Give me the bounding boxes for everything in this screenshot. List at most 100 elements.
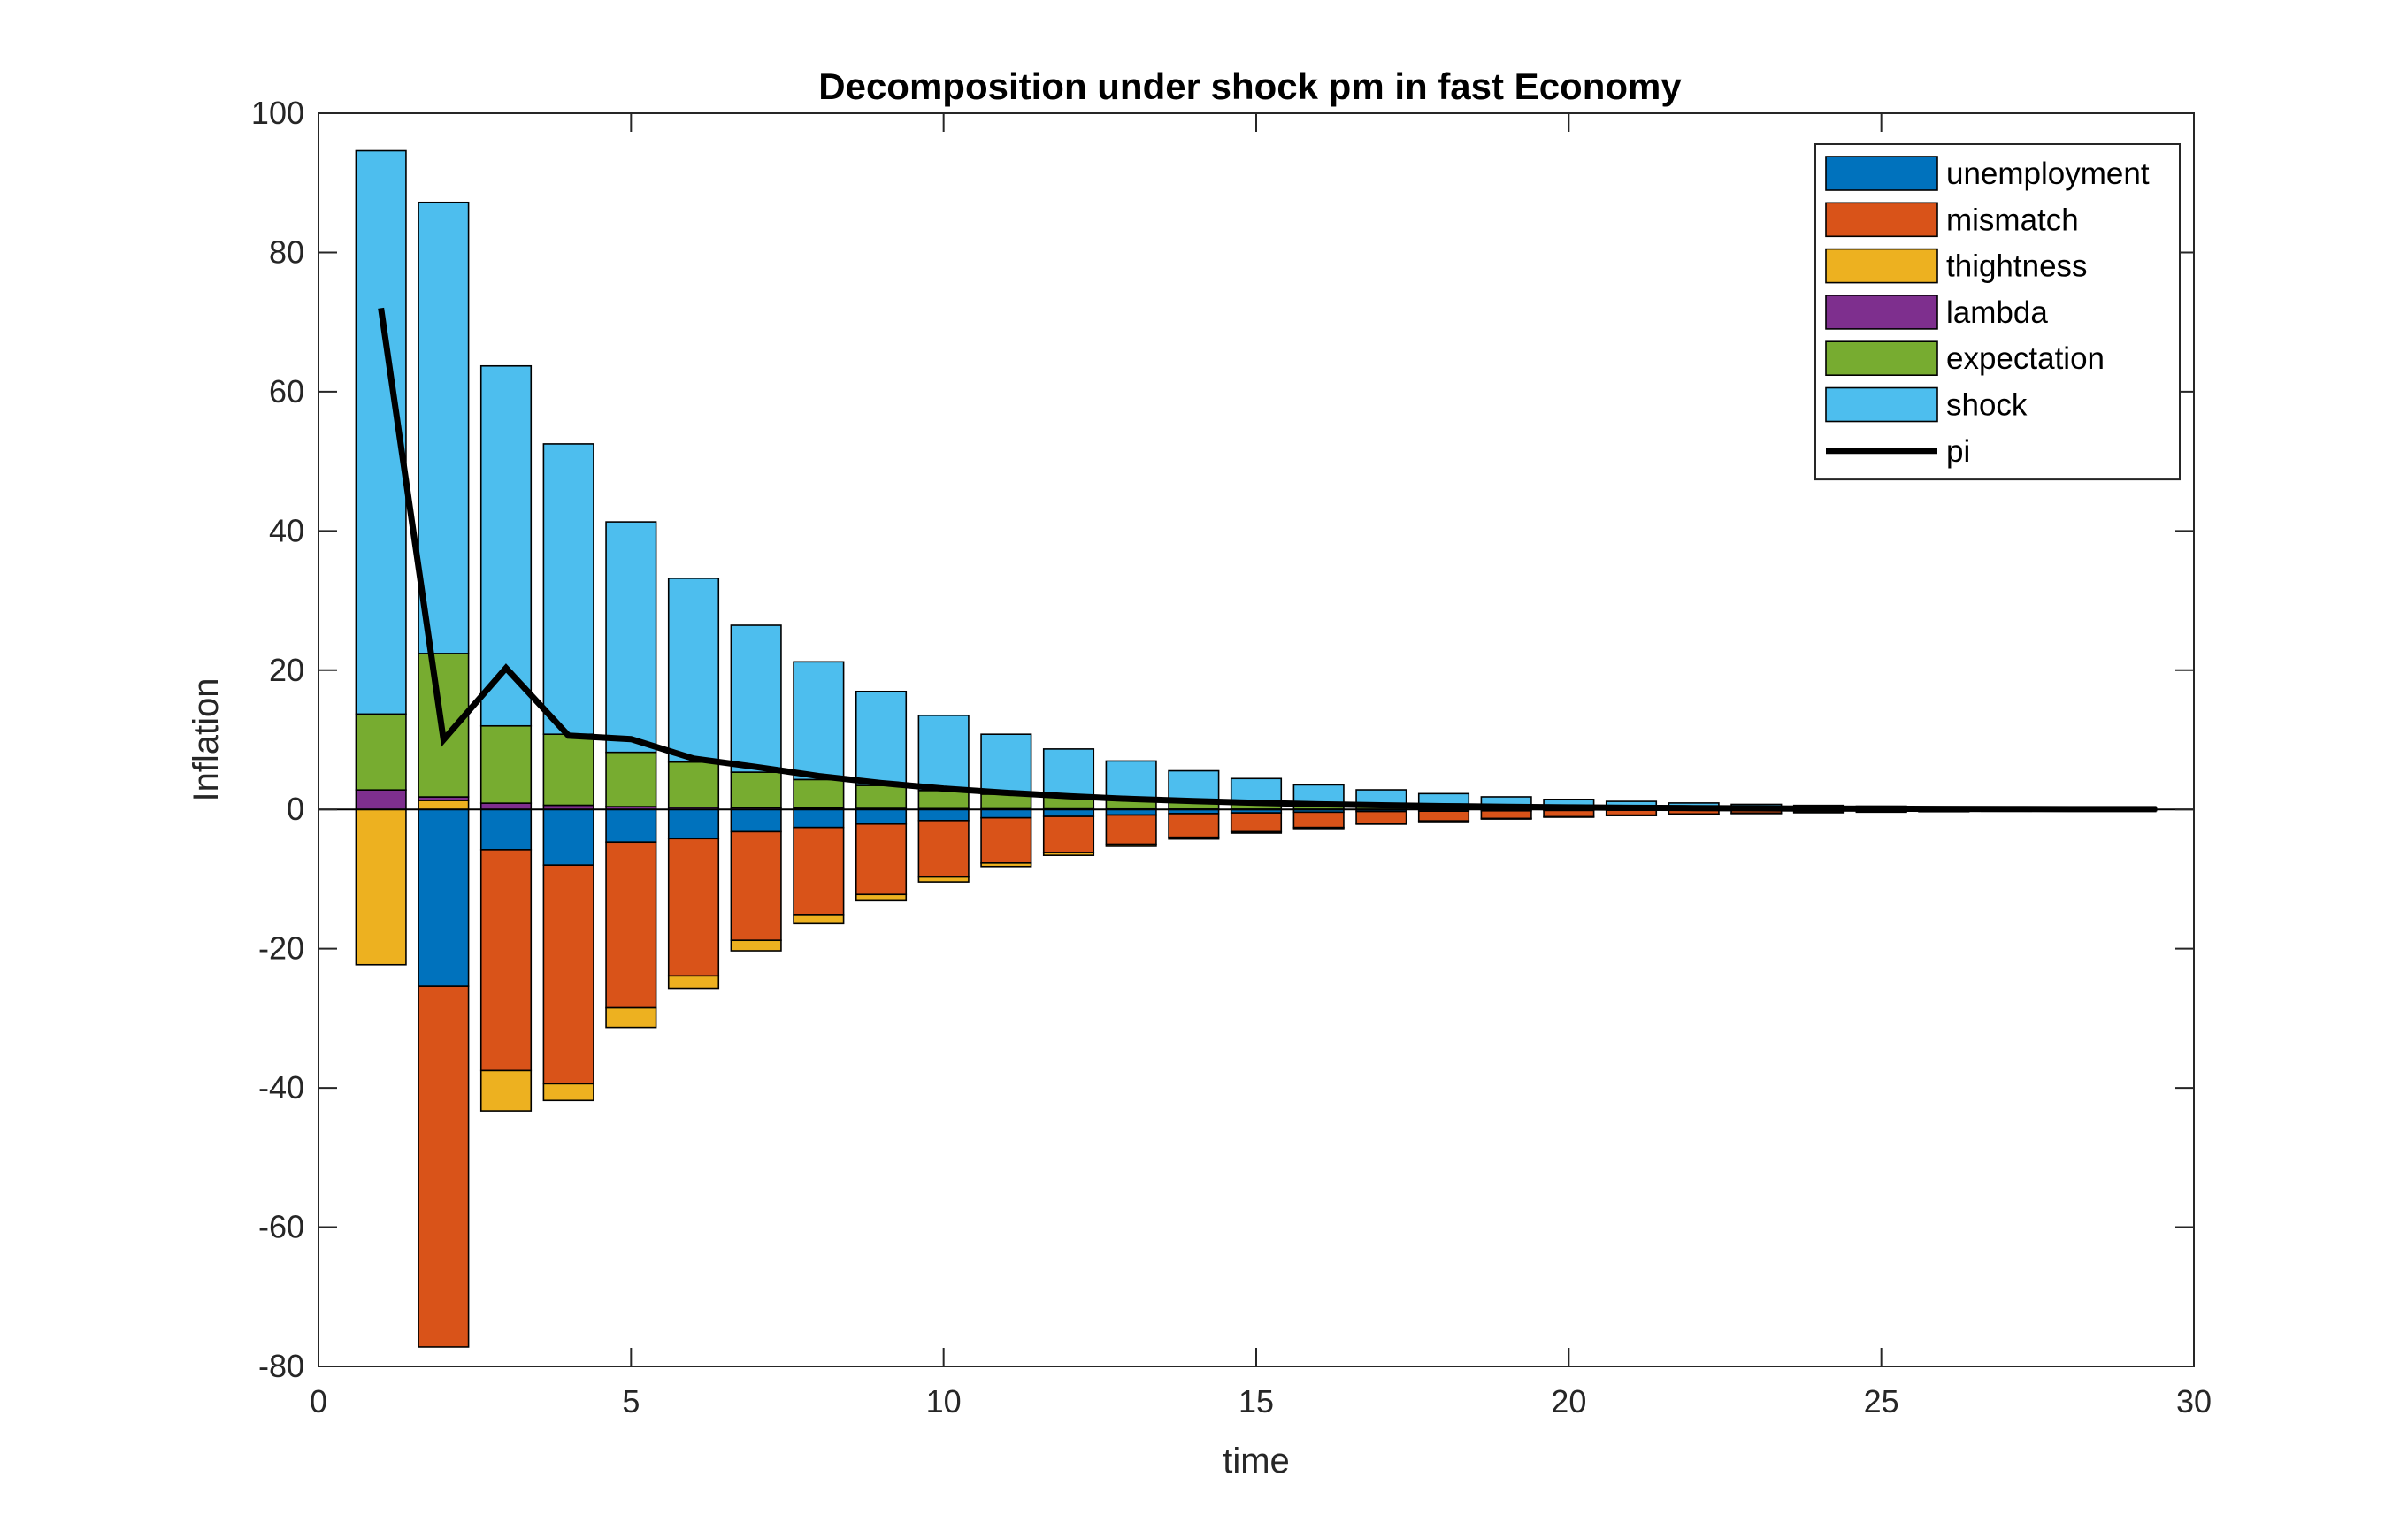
bar-unemployment-t9 — [855, 808, 908, 825]
bar-thightness-t13 — [1105, 843, 1157, 847]
bar-expectation-t8 — [793, 778, 845, 809]
bar-shock-t12 — [1042, 748, 1095, 799]
legend-swatch-mismatch — [1825, 202, 1938, 238]
bar-thightness-t6 — [667, 975, 720, 990]
bar-shock-t4 — [542, 443, 594, 736]
bar-shock-t15 — [1230, 777, 1283, 804]
bar-shock-t13 — [1105, 760, 1157, 800]
bar-unemployment-t2 — [418, 808, 470, 987]
bar-thightness-t2 — [418, 800, 470, 811]
legend-label-mismatch: mismatch — [1946, 203, 2079, 237]
y-axis-title: Inflation — [187, 677, 226, 801]
bar-expectation-t9 — [855, 784, 908, 809]
bar-shock-t10 — [917, 714, 970, 792]
bar-shock-t14 — [1168, 769, 1220, 802]
bar-shock-t11 — [980, 733, 1032, 795]
bar-mismatch-t3 — [479, 849, 533, 1072]
bar-thightness-t22 — [1668, 813, 1720, 815]
y-tick-label: 40 — [269, 512, 304, 548]
bar-thightness-t23 — [1730, 812, 1783, 815]
bar-thightness-t18 — [1417, 820, 1470, 823]
x-tick-label: 5 — [622, 1383, 640, 1419]
bar-unemployment-t6 — [667, 808, 720, 840]
bar-shock-t7 — [730, 624, 782, 773]
bar-thightness-t8 — [793, 914, 845, 925]
legend-swatch-shock — [1825, 386, 1938, 423]
bar-expectation-t6 — [667, 761, 720, 808]
x-axis-title: time — [1223, 1442, 1290, 1481]
bar-mismatch-t18 — [1417, 810, 1470, 823]
legend-label-shock: shock — [1946, 388, 2028, 423]
bar-thightness-t9 — [855, 893, 908, 902]
bar-unemployment-t7 — [730, 808, 782, 833]
bar-thightness-t5 — [605, 1006, 657, 1029]
legend-label-unemployment: unemployment — [1946, 157, 2150, 191]
legend-label-thightness: thightness — [1946, 249, 2088, 284]
y-tick-label: 0 — [287, 791, 304, 827]
bar-thightness-t10 — [917, 876, 970, 883]
bar-mismatch-t8 — [793, 826, 845, 916]
bar-unemployment-t8 — [793, 808, 845, 829]
bar-unemployment-t11 — [980, 808, 1032, 819]
bar-thightness-t7 — [730, 939, 782, 952]
bar-thightness-t17 — [1355, 823, 1407, 825]
bar-mismatch-t5 — [605, 841, 657, 1009]
bar-mismatch-t4 — [542, 864, 594, 1085]
y-tick-label: -80 — [258, 1348, 304, 1384]
x-tick-label: 10 — [926, 1383, 962, 1419]
bar-lambda-t3 — [479, 802, 533, 811]
x-tick-label: 0 — [310, 1383, 327, 1419]
bar-shock-t6 — [667, 578, 720, 763]
bar-mismatch-t19 — [1480, 809, 1532, 820]
legend-swatch-expectation — [1825, 340, 1938, 377]
bar-expectation-t7 — [730, 771, 782, 809]
bar-mismatch-t17 — [1355, 810, 1407, 824]
bar-shock-t2 — [418, 201, 470, 654]
bar-expectation-t10 — [917, 790, 970, 810]
bar-mismatch-t15 — [1230, 812, 1283, 833]
bar-thightness-t15 — [1230, 830, 1283, 834]
y-tick-label: 60 — [269, 373, 304, 409]
bar-thightness-t3 — [479, 1069, 533, 1112]
bar-thightness-t24 — [1792, 811, 1845, 814]
bar-mismatch-t12 — [1042, 815, 1095, 853]
bar-thightness-t12 — [1042, 852, 1095, 856]
x-tick-label: 25 — [1864, 1383, 1899, 1419]
bar-mismatch-t20 — [1543, 809, 1595, 818]
bar-lambda-t1 — [355, 789, 407, 811]
x-tick-label: 30 — [2176, 1383, 2212, 1419]
bar-unemployment-t10 — [917, 808, 970, 822]
bar-mismatch-t2 — [418, 985, 470, 1348]
bar-unemployment-t12 — [1042, 808, 1095, 817]
bar-mismatch-t7 — [730, 830, 782, 942]
legend-swatch-thightness — [1825, 248, 1938, 284]
chart-title: Decomposition under shock pm in fast Eco… — [818, 65, 1682, 107]
bar-unemployment-t5 — [605, 808, 657, 844]
bar-mismatch-t11 — [980, 816, 1032, 864]
bar-mismatch-t13 — [1105, 814, 1157, 845]
y-tick-label: -40 — [258, 1069, 304, 1106]
bar-mismatch-t10 — [917, 820, 970, 878]
legend-label-expectation: expectation — [1946, 341, 2105, 376]
bar-mismatch-t21 — [1605, 809, 1658, 816]
bar-expectation-t3 — [479, 724, 533, 804]
legend-swatch-unemployment — [1825, 156, 1938, 191]
bar-thightness-t20 — [1543, 815, 1595, 818]
legend-swatch-lambda — [1825, 295, 1938, 330]
bar-mismatch-t14 — [1168, 813, 1220, 838]
y-tick-label: 20 — [269, 652, 304, 688]
bar-unemployment-t4 — [542, 808, 594, 867]
legend-label-lambda: lambda — [1946, 295, 2048, 330]
legend: unemployment mismatch thightness lambda expe… — [1814, 143, 2181, 481]
y-tick-label: 80 — [269, 233, 304, 270]
legend-label-pi: pi — [1946, 434, 1970, 469]
bar-mismatch-t6 — [667, 838, 720, 977]
x-tick-label: 20 — [1551, 1383, 1586, 1419]
bar-shock-t9 — [855, 690, 908, 786]
bar-mismatch-t9 — [855, 823, 908, 896]
bar-expectation-t4 — [542, 733, 594, 807]
y-tick-label: 100 — [251, 95, 304, 131]
bar-expectation-t1 — [355, 713, 407, 791]
bar-mismatch-t16 — [1292, 811, 1345, 829]
